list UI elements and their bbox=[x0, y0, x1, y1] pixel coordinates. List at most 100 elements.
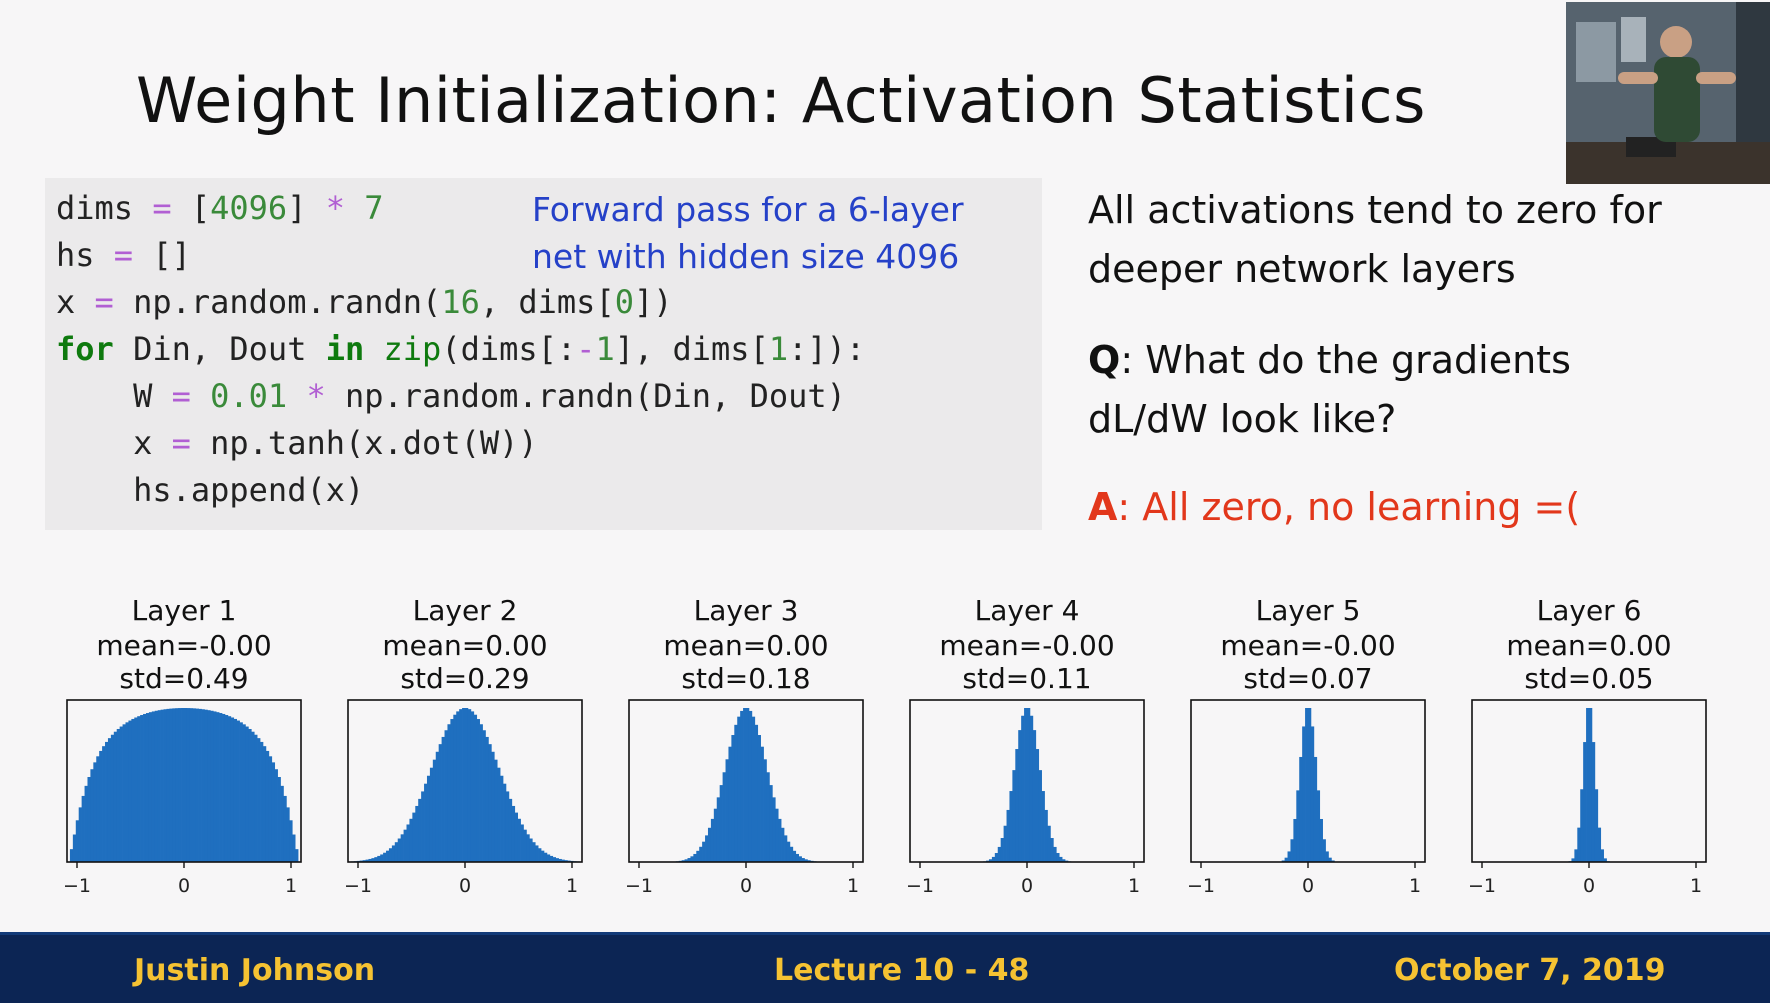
code-block: dims = [4096] * 7 hs = [] x = np.random.… bbox=[45, 178, 1042, 530]
histogram-bar bbox=[789, 846, 794, 862]
histogram-bar bbox=[991, 856, 996, 862]
histogram-bar bbox=[807, 860, 811, 862]
histogram-bar bbox=[438, 744, 442, 862]
histogram-bar bbox=[710, 818, 715, 862]
histogram-bar bbox=[274, 769, 278, 862]
histogram-bar bbox=[746, 708, 750, 862]
histogram-bar bbox=[757, 735, 761, 862]
histogram-bar bbox=[426, 775, 431, 862]
histogram-bar bbox=[1328, 857, 1332, 862]
histogram-bar bbox=[760, 746, 764, 862]
histogram-bar bbox=[763, 759, 767, 862]
histogram-bar bbox=[1571, 858, 1575, 862]
histogram-bar bbox=[754, 724, 759, 862]
mean-label: mean=-0.00 bbox=[1220, 629, 1395, 662]
histogram-bar bbox=[213, 711, 217, 862]
histogram-bar bbox=[377, 855, 381, 862]
histogram-bar bbox=[277, 777, 281, 862]
histogram-bar bbox=[766, 772, 770, 862]
histogram-bar bbox=[386, 850, 390, 862]
histogram-bar bbox=[1056, 853, 1060, 862]
histogram-bar bbox=[1053, 846, 1057, 862]
histogram-bar bbox=[251, 731, 255, 862]
histogram-bar bbox=[184, 708, 188, 862]
histogram-bar bbox=[222, 713, 226, 862]
histogram-bar bbox=[994, 853, 999, 862]
histogram-bar bbox=[1302, 726, 1306, 862]
histogram-bar bbox=[116, 728, 120, 862]
histogram-bar bbox=[795, 853, 799, 862]
histogram-bar bbox=[224, 715, 229, 862]
mean-label: mean=0.00 bbox=[382, 629, 547, 662]
footer-bar: Justin Johnson Lecture 10 - 48 October 7… bbox=[0, 932, 1770, 1003]
histogram-bar bbox=[394, 842, 399, 862]
histogram-bar bbox=[707, 827, 712, 862]
histogram-bar bbox=[470, 711, 475, 862]
histogram-bar bbox=[128, 720, 132, 862]
histogram-bar bbox=[1577, 827, 1581, 862]
histogram-bar bbox=[693, 853, 697, 862]
histogram-bar bbox=[90, 769, 94, 862]
histogram-bar bbox=[178, 708, 182, 862]
std-label: std=0.11 bbox=[962, 662, 1091, 695]
histogram-bar bbox=[552, 857, 557, 862]
x-tick-label: 1 bbox=[566, 875, 578, 897]
x-tick-label: −1 bbox=[344, 875, 372, 897]
histogram-bar bbox=[122, 724, 126, 862]
histogram-bar bbox=[784, 835, 788, 862]
x-tick-label: −1 bbox=[1187, 875, 1215, 897]
std-label: std=0.18 bbox=[681, 662, 810, 695]
histogram-bar bbox=[447, 724, 451, 862]
histogram-bar bbox=[1586, 708, 1590, 862]
histogram-bar bbox=[400, 834, 404, 862]
histogram-bar bbox=[769, 785, 773, 862]
histogram-bar bbox=[444, 730, 448, 862]
histogram-bar bbox=[558, 858, 562, 862]
x-tick-label: 0 bbox=[178, 875, 190, 897]
histogram-bar bbox=[257, 738, 261, 862]
histogram-bar bbox=[520, 824, 524, 862]
histogram-bar bbox=[210, 710, 214, 862]
histogram-bar bbox=[283, 795, 287, 862]
histogram-bar bbox=[988, 859, 993, 862]
histogram-bar bbox=[459, 709, 463, 862]
answer-body: : All zero, no learning =( bbox=[1117, 485, 1581, 529]
question-text: Q: What do the gradients dL/dW look like… bbox=[1088, 331, 1571, 449]
histogram-bar bbox=[725, 759, 729, 862]
histogram-bar bbox=[289, 820, 293, 862]
histogram-bar bbox=[1021, 715, 1025, 862]
histogram-bar bbox=[181, 708, 185, 862]
histogram-bar bbox=[268, 756, 273, 862]
histogram-bar bbox=[503, 783, 507, 862]
histogram-bar bbox=[681, 860, 685, 862]
histogram-bar bbox=[207, 710, 211, 862]
histogram-bar bbox=[175, 708, 179, 862]
histogram-bar bbox=[1290, 839, 1294, 862]
histogram-bar bbox=[781, 827, 785, 862]
histogram-bar bbox=[1035, 749, 1040, 862]
layer-label: Layer 6 bbox=[1537, 594, 1642, 627]
histogram-bar bbox=[441, 736, 445, 862]
histogram-bar bbox=[535, 845, 539, 862]
histogram-bar bbox=[719, 785, 723, 862]
histogram-bar bbox=[418, 798, 422, 862]
histogram-bar bbox=[362, 860, 366, 862]
histogram-bar bbox=[772, 797, 776, 862]
layer-label: Layer 4 bbox=[975, 594, 1080, 627]
histogram-bar bbox=[157, 710, 161, 862]
histogram-bar bbox=[254, 734, 258, 862]
histogram-panel-4: Layer 4 mean=-0.00 std=0.11 −1 0 1 bbox=[895, 592, 1175, 912]
histogram-bar bbox=[233, 718, 237, 862]
histogram-bar bbox=[105, 741, 109, 862]
x-tick-label: 0 bbox=[459, 875, 471, 897]
histogram-bar bbox=[380, 854, 384, 862]
histogram-bar bbox=[1059, 856, 1063, 862]
x-tick-label: 1 bbox=[285, 875, 297, 897]
histogram-bar bbox=[1293, 818, 1297, 862]
histogram-bar bbox=[546, 854, 551, 862]
histogram-bar bbox=[1062, 859, 1066, 862]
speaker-video-inset bbox=[1566, 2, 1770, 184]
histogram-bar bbox=[479, 724, 483, 862]
code-line-2: hs = [] bbox=[56, 236, 191, 274]
